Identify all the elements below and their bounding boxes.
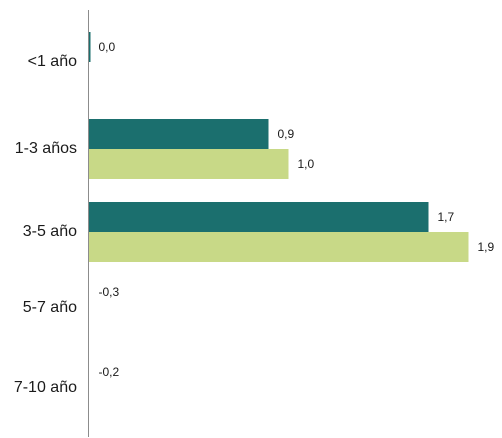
bar: [88, 202, 429, 232]
category-label: 3-5 año: [23, 223, 77, 240]
bars-group: [88, 32, 469, 262]
data-label: 1,9: [478, 240, 495, 254]
bar: [88, 119, 269, 149]
category-label: <1 año: [28, 53, 77, 70]
category-label: 7-10 año: [14, 379, 77, 396]
data-label: -0,3: [99, 285, 120, 299]
category-labels-group: <1 año 1-3 años 3-5 año 5-7 año 7-10 año: [14, 53, 77, 396]
category-label: 1-3 años: [15, 140, 77, 157]
bar: [88, 32, 91, 62]
data-label: 1,7: [438, 210, 455, 224]
data-label: 0,0: [99, 40, 116, 54]
bar: [88, 149, 289, 179]
data-label: 0,9: [278, 127, 295, 141]
value-labels-group: 0,0 0,9 1,7 -0,3 -0,2 1,0 1,9: [99, 40, 495, 379]
data-label: 1,0: [298, 157, 315, 171]
category-label: 5-7 año: [23, 299, 77, 316]
bar: [88, 232, 469, 262]
data-label: -0,2: [99, 365, 120, 379]
